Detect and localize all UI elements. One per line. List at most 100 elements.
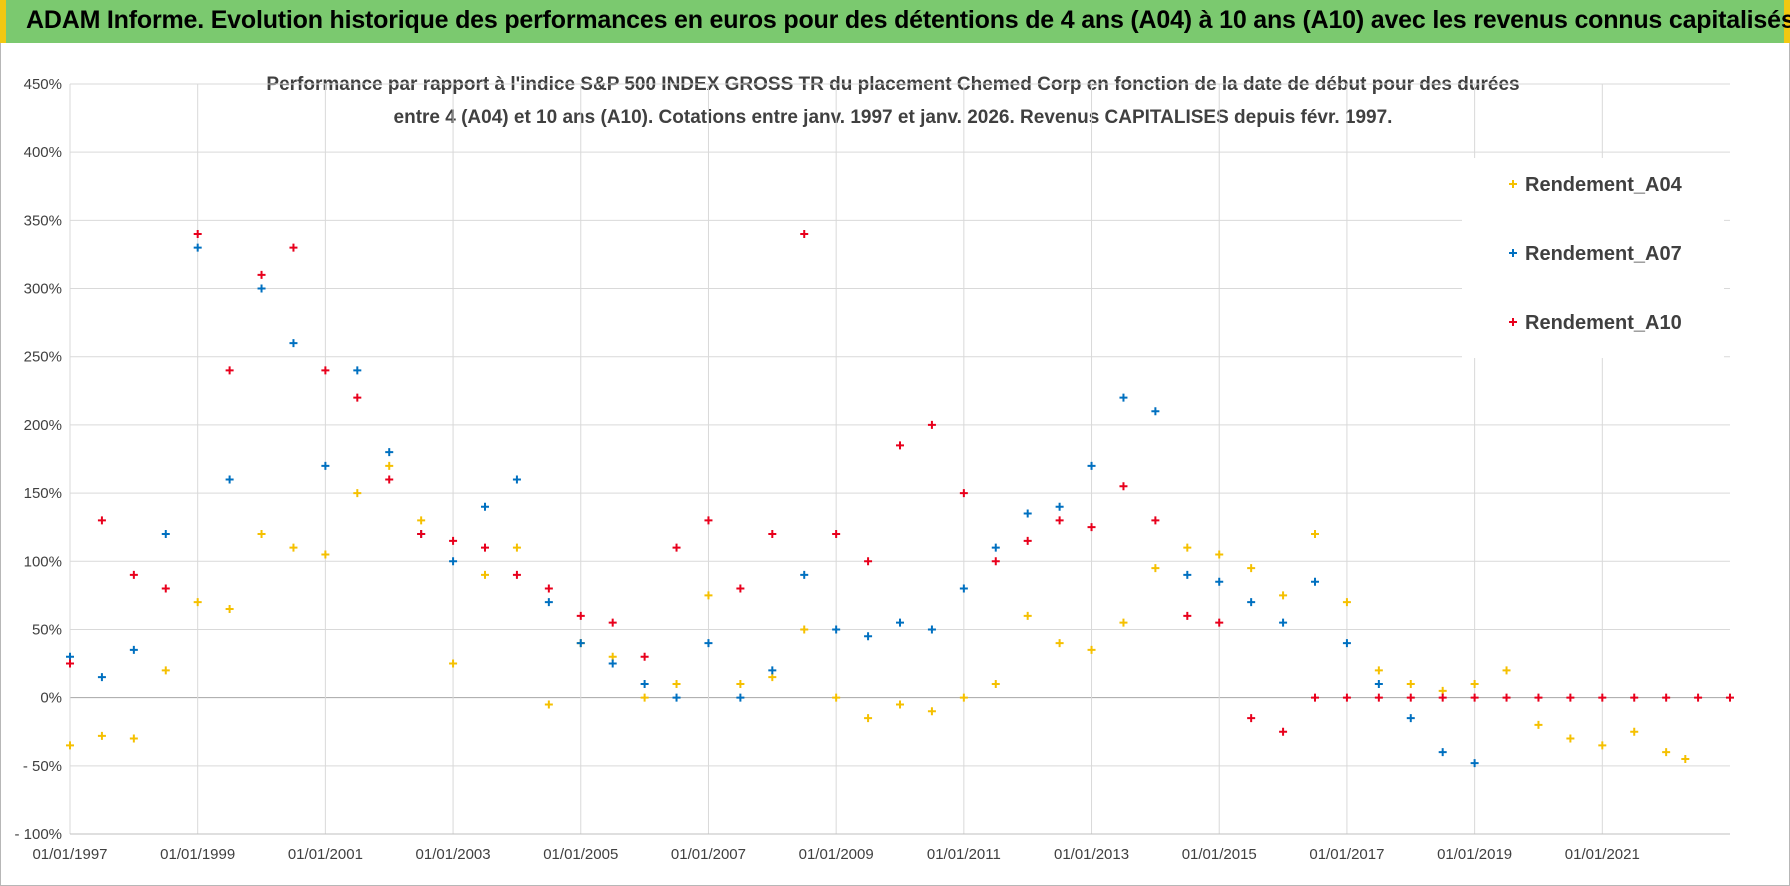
x-tick-label: 01/01/1997: [32, 846, 107, 863]
data-point: [1470, 693, 1479, 702]
data-point: [896, 618, 904, 627]
data-point: [800, 625, 809, 634]
data-point: [704, 591, 713, 600]
legend-marker: [1509, 318, 1517, 326]
data-point: [959, 584, 968, 593]
data-point: [1311, 577, 1319, 586]
data-point: [353, 366, 362, 375]
x-tick-label: 01/01/2013: [1054, 846, 1129, 863]
data-point: [321, 461, 330, 470]
data-point: [385, 461, 394, 470]
data-point: [257, 284, 266, 293]
data-point: [1151, 407, 1160, 416]
y-tick-label: 250%: [24, 349, 62, 366]
legend-marker: [1509, 180, 1517, 188]
data-point: [289, 339, 298, 348]
data-point: [768, 530, 777, 538]
data-point: [832, 693, 841, 702]
data-point: [1247, 598, 1256, 607]
data-point: [1470, 680, 1479, 688]
data-point: [321, 366, 330, 375]
data-point: [1502, 693, 1511, 702]
data-point: [1502, 666, 1511, 675]
data-point: [864, 632, 873, 641]
data-point: [129, 734, 138, 743]
data-point: [512, 475, 521, 484]
data-point: [129, 570, 138, 579]
data-point: [1119, 482, 1128, 491]
legend-box: [1462, 158, 1724, 358]
data-point: [129, 645, 138, 654]
data-point: [1534, 693, 1543, 702]
data-point: [1183, 570, 1192, 579]
gridlines: [69, 83, 1730, 835]
x-tick-label: 01/01/2019: [1437, 846, 1512, 863]
data-point: [608, 618, 617, 627]
data-point: [1311, 530, 1319, 538]
data-point: [1247, 714, 1256, 723]
data-point: [544, 598, 553, 607]
data-point: [1087, 645, 1096, 654]
data-point: [481, 543, 489, 552]
x-tick-label: 01/01/2009: [799, 846, 874, 863]
data-point: [576, 611, 585, 620]
data-point: [353, 489, 362, 498]
y-tick-label: 200%: [24, 417, 62, 434]
y-tick-label: 100%: [24, 553, 62, 570]
data-point: [1215, 577, 1224, 586]
data-point: [257, 530, 266, 538]
y-tick-label: 50%: [32, 621, 62, 638]
data-point: [97, 731, 106, 740]
data-point: [768, 673, 777, 682]
data-point: [704, 516, 713, 525]
data-point: [608, 652, 617, 661]
data-point: [1726, 693, 1734, 702]
data-point: [1438, 686, 1447, 695]
data-point: [672, 680, 681, 688]
data-point: [672, 543, 681, 552]
data-point: [66, 659, 74, 668]
data-point: [1023, 611, 1032, 620]
data-point: [1023, 536, 1032, 545]
data-point: [1438, 693, 1447, 702]
series-Rendement_A10: [66, 230, 1734, 736]
legend-label: Rendement_A07: [1525, 243, 1682, 265]
data-point: [289, 243, 298, 252]
x-tick-label: 01/01/2015: [1182, 846, 1257, 863]
data-point: [736, 680, 745, 688]
data-point: [736, 584, 745, 593]
data-point: [991, 680, 1000, 688]
data-point: [800, 570, 809, 579]
data-point: [927, 707, 936, 716]
data-point: [1087, 461, 1096, 470]
data-point: [1055, 502, 1064, 511]
data-point: [1342, 693, 1351, 702]
data-point: [1342, 598, 1351, 607]
data-point: [66, 652, 74, 661]
data-point: [481, 570, 489, 579]
x-tick-label: 01/01/2007: [671, 846, 746, 863]
data-point: [1311, 693, 1319, 702]
data-point: [1087, 523, 1096, 532]
data-point: [1662, 748, 1671, 757]
x-tick-label: 01/01/2017: [1309, 846, 1384, 863]
data-point: [449, 659, 458, 668]
y-tick-label: - 100%: [14, 826, 62, 843]
data-point: [832, 625, 841, 634]
data-point: [1342, 639, 1351, 648]
data-point: [927, 625, 936, 634]
legend-marker: [1509, 249, 1517, 257]
data-point: [1151, 564, 1160, 573]
data-point: [449, 536, 458, 545]
data-point: [1630, 727, 1639, 736]
scatter-points: [66, 230, 1734, 768]
data-point: [225, 605, 234, 613]
data-point: [544, 584, 553, 593]
data-point: [1279, 618, 1288, 627]
data-point: [1151, 516, 1160, 525]
data-point: [1534, 720, 1543, 729]
data-point: [704, 639, 713, 648]
data-point: [161, 666, 170, 675]
data-point: [576, 639, 585, 648]
